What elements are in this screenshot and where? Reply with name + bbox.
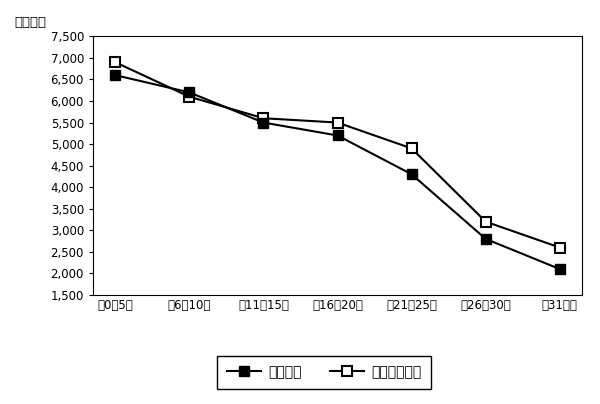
成約物件 <box>260 120 267 125</box>
新規登録物件 <box>186 94 193 99</box>
成約物件 <box>334 133 341 138</box>
新規登録物件 <box>482 219 489 224</box>
Text: （万円）: （万円） <box>15 16 47 29</box>
新規登録物件 <box>334 120 341 125</box>
成約物件 <box>482 236 489 241</box>
成約物件 <box>186 90 193 95</box>
Legend: 成約物件, 新規登録物件: 成約物件, 新規登録物件 <box>217 356 431 389</box>
成約物件 <box>112 73 119 78</box>
新規登録物件 <box>112 60 119 65</box>
Line: 成約物件: 成約物件 <box>110 70 565 274</box>
新規登録物件 <box>556 245 563 250</box>
成約物件 <box>408 172 415 177</box>
新規登録物件 <box>408 146 415 151</box>
Line: 新規登録物件: 新規登録物件 <box>110 57 565 252</box>
成約物件 <box>556 267 563 271</box>
新規登録物件 <box>260 116 267 121</box>
